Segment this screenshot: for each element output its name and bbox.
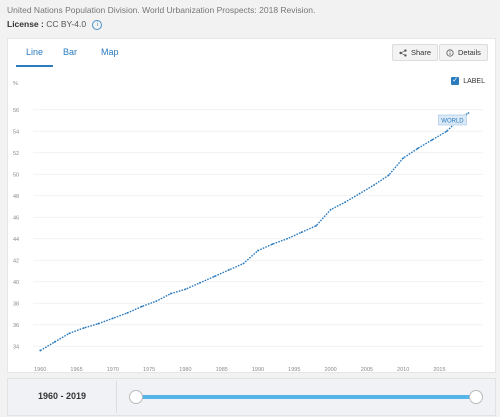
x-tick-label: 2005: [361, 367, 373, 372]
range-text: 1960 - 2019: [38, 391, 87, 401]
data-point: [184, 288, 187, 291]
data-point: [228, 269, 230, 271]
chart-axes: % 34 36 38 40 42 44 46 48 50 52 54 56 1960 1965 1970 197…: [13, 81, 446, 372]
tab-line[interactable]: Line: [16, 45, 54, 67]
info-circle-icon: [446, 48, 454, 57]
y-tick-label: 34: [13, 344, 19, 350]
range-slider-start-handle[interactable]: [129, 390, 143, 404]
series-end-label-box: [438, 114, 467, 126]
data-point: [300, 231, 303, 234]
data-point: [257, 249, 259, 252]
x-tick-label: 1985: [216, 367, 228, 372]
range-slider-end-handle[interactable]: [469, 390, 483, 404]
data-point: [416, 147, 419, 150]
data-point: [126, 312, 129, 314]
source-text: United Nations Population Division. Worl…: [7, 5, 316, 15]
y-tick-label: 52: [13, 151, 19, 157]
line-chart: % 34 36 38 40 42 44 46 48 50 52 54 56 1960 1965 1970 197…: [13, 81, 483, 372]
y-tick-label: 40: [13, 280, 19, 286]
series-line-world: [39, 112, 469, 352]
label-toggle[interactable]: ✓ LABEL: [451, 77, 485, 85]
x-tick-label: 2000: [324, 367, 336, 372]
x-tick-label: 2015: [433, 367, 445, 372]
data-point: [199, 281, 201, 284]
license-line: License : CC BY-4.0 i: [7, 19, 103, 30]
license-label: License :: [7, 19, 44, 29]
y-tick-label: 56: [13, 108, 19, 114]
x-tick-label: 1975: [143, 367, 155, 372]
license-value: CC BY-4.0: [46, 19, 87, 29]
data-point: [170, 292, 172, 295]
y-tick-label: 38: [13, 301, 19, 307]
share-icon: [399, 48, 407, 57]
data-point: [39, 349, 42, 352]
range-slider-track[interactable]: [135, 395, 475, 399]
data-point: [111, 317, 114, 320]
data-point: [445, 130, 448, 133]
y-tick-label: 36: [13, 323, 19, 329]
data-point: [140, 305, 143, 308]
share-label: Share: [411, 48, 432, 57]
details-label: Details: [458, 48, 481, 57]
details-button[interactable]: Details: [439, 44, 488, 61]
y-tick-label: 50: [13, 172, 19, 178]
data-point: [271, 243, 274, 246]
y-axis-unit-label: %: [13, 81, 18, 87]
y-tick-label: 44: [13, 237, 19, 243]
x-tick-label: 1990: [252, 367, 264, 372]
data-point: [53, 341, 56, 343]
tab-bar: Line Bar Map Share Details: [8, 39, 495, 69]
x-tick-label: 1970: [107, 367, 119, 372]
data-point: [242, 262, 245, 265]
data-point: [467, 112, 470, 114]
y-tick-label: 54: [13, 129, 19, 135]
share-button[interactable]: Share: [392, 44, 439, 61]
data-point: [82, 327, 85, 329]
x-tick-label: 1980: [179, 367, 191, 372]
data-point: [155, 300, 158, 302]
y-tick-label: 46: [13, 215, 19, 221]
time-range-bar: 1960 - 2019: [7, 378, 496, 416]
data-point: [213, 275, 216, 278]
data-point: [68, 332, 71, 335]
data-point: [315, 224, 317, 227]
info-icon[interactable]: i: [92, 19, 103, 30]
data-point: [387, 174, 390, 177]
data-point: [344, 201, 346, 204]
chart-grid: [33, 109, 483, 347]
x-tick-label: 1995: [288, 367, 300, 372]
y-tick-label: 42: [13, 258, 19, 264]
x-tick-label: 2010: [397, 367, 409, 372]
data-point: [431, 138, 434, 141]
data-point: [373, 184, 376, 186]
y-tick-label: 48: [13, 194, 19, 200]
chart-card: Line Bar Map Share Details ✓ LABEL % 34 36…: [7, 38, 496, 373]
data-point: [402, 157, 405, 160]
x-tick-label: 1965: [70, 367, 82, 372]
data-point: [358, 192, 361, 195]
range-divider: [116, 381, 117, 413]
label-toggle-text: LABEL: [463, 77, 485, 85]
data-point: [286, 237, 288, 240]
label-checkbox[interactable]: ✓: [451, 77, 460, 85]
chart-series: WORLD: [39, 112, 470, 352]
series-end-label: WORLD: [441, 118, 464, 124]
tab-bar-chart[interactable]: Bar: [63, 47, 78, 57]
data-point: [97, 322, 100, 325]
x-tick-label: 1960: [34, 367, 46, 372]
data-point: [329, 208, 332, 211]
tab-map[interactable]: Map: [101, 47, 119, 57]
